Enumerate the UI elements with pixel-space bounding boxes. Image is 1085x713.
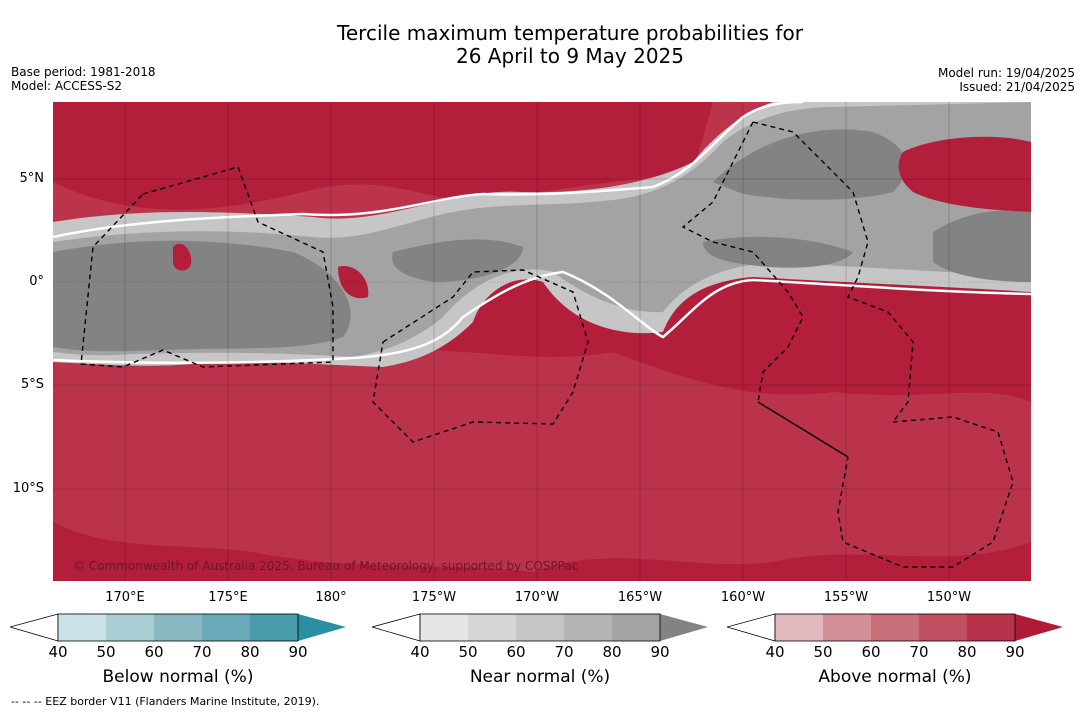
above-tick-40: 40 (765, 643, 785, 661)
lat-label-10s: 10°S (12, 481, 44, 496)
above-tick-60: 60 (861, 643, 881, 661)
colorbar-above-max-arrow (1015, 614, 1063, 641)
colorbar-near-min-arrow (372, 613, 421, 642)
above-normal-title: Above normal (%) (818, 667, 972, 687)
below-tick-60: 60 (144, 643, 164, 661)
below-tick-70: 70 (192, 643, 212, 661)
colorbar-above-swatches (775, 614, 1015, 641)
colorbar-near-swatch-4 (564, 614, 612, 641)
colorbar-near-frame (419, 613, 661, 642)
colorbar-below-swatch-3 (154, 614, 202, 641)
below-tick-90: 90 (288, 643, 308, 661)
title-line-1: Tercile maximum temperature probabilitie… (337, 21, 803, 45)
above-mid-band-south (53, 349, 1031, 572)
near-normal-dark (53, 129, 1031, 352)
lon-label-170e: 170°E (105, 590, 145, 605)
lon-label-155w: 155°W (823, 590, 869, 605)
issue-info: Model run: 19/04/2025 Issued: 21/04/2025 (938, 66, 1075, 94)
near-tick-50: 50 (458, 643, 478, 661)
lon-label-150w: 150°W (926, 590, 972, 605)
issued-date: Issued: 21/04/2025 (959, 80, 1075, 94)
near-tick-60: 60 (506, 643, 526, 661)
eez-solid-border (757, 401, 849, 458)
base-period: Base period: 1981-2018 (11, 65, 156, 79)
eez-tuvalu (80, 166, 334, 368)
colorbar-near-swatch-5 (612, 614, 660, 641)
eez-kiribati-line (752, 121, 914, 423)
eez-tokelau (372, 269, 589, 443)
near-tick-70: 70 (554, 643, 574, 661)
colorbar-near (372, 613, 708, 642)
probability-map: © Commonwealth of Australia 2025, Bureau… (53, 102, 1031, 581)
near-normal-title: Near normal (%) (469, 667, 611, 687)
lon-label-175w: 175°W (411, 590, 457, 605)
near-tick-40: 40 (410, 643, 430, 661)
colorbar-near-swatches (420, 614, 660, 641)
graticule (53, 102, 1031, 581)
colorbar-above-swatch-2 (823, 614, 871, 641)
above-tick-90: 90 (1005, 643, 1025, 661)
map-canvas (53, 102, 1031, 581)
lon-label-160w: 160°W (720, 590, 766, 605)
eez-borders (80, 121, 1014, 568)
colorbar-above-min-arrow (727, 613, 776, 642)
eez-kiribati-west (681, 121, 804, 403)
above-white-edge-north (53, 102, 804, 239)
colorbar-near-max-arrow (660, 614, 708, 641)
colorbar-above-frame (774, 613, 1016, 642)
colorbar-near-swatch-3 (516, 614, 564, 641)
colorbar-below-swatch-1 (58, 614, 106, 641)
colorbar-below-min-arrow (10, 613, 59, 642)
colorbar-below-swatch-4 (202, 614, 250, 641)
colorbar-near-swatch-1 (420, 614, 468, 641)
above-pocket-north (173, 136, 1031, 299)
colorbar-near-swatch-2 (468, 614, 516, 641)
above-tick-50: 50 (813, 643, 833, 661)
above-tick-70: 70 (909, 643, 929, 661)
copyright-text: © Commonwealth of Australia 2025, Bureau… (73, 559, 579, 573)
colorbar-below-max-arrow (298, 614, 346, 641)
lat-label-5n: 5°N (19, 171, 45, 186)
near-tick-80: 80 (602, 643, 622, 661)
colorbar-below-frame (57, 613, 299, 642)
below-tick-80: 80 (240, 643, 260, 661)
model-info: Base period: 1981-2018 Model: ACCESS-S2 (11, 65, 156, 93)
above-white-edge-south (53, 270, 1031, 365)
colorbar-below (10, 613, 346, 642)
lon-label-170w: 170°W (514, 590, 560, 605)
lon-label-175e: 175°E (208, 590, 248, 605)
colorbar-above-swatch-3 (871, 614, 919, 641)
eez-footnote: -- -- -- EEZ border V11 (Flanders Marine… (11, 695, 320, 708)
lon-label-165w: 165°W (617, 590, 663, 605)
below-normal-title: Below normal (%) (102, 667, 254, 687)
below-tick-50: 50 (96, 643, 116, 661)
above-tick-80: 80 (957, 643, 977, 661)
below-tick-40: 40 (48, 643, 68, 661)
colorbar-above-swatch-1 (775, 614, 823, 641)
lat-label-0: 0° (29, 274, 44, 289)
model-run: Model run: 19/04/2025 (937, 66, 1075, 80)
near-tick-90: 90 (650, 643, 670, 661)
colorbar-above (727, 613, 1063, 642)
eez-cook-islands (837, 416, 1014, 568)
colorbar-below-swatch-2 (106, 614, 154, 641)
model-name: Model: ACCESS-S2 (11, 79, 123, 93)
lon-label-180: 180° (315, 590, 347, 605)
colorbar-above-swatch-4 (919, 614, 967, 641)
map-title: Tercile maximum temperature probabilitie… (0, 22, 1085, 68)
colorbar-below-swatches (58, 614, 298, 641)
title-line-2: 26 April to 9 May 2025 (456, 44, 684, 68)
colorbar-above-swatch-5 (967, 614, 1015, 641)
colorbar-below-swatch-5 (250, 614, 298, 641)
lat-label-5s: 5°S (20, 377, 44, 392)
